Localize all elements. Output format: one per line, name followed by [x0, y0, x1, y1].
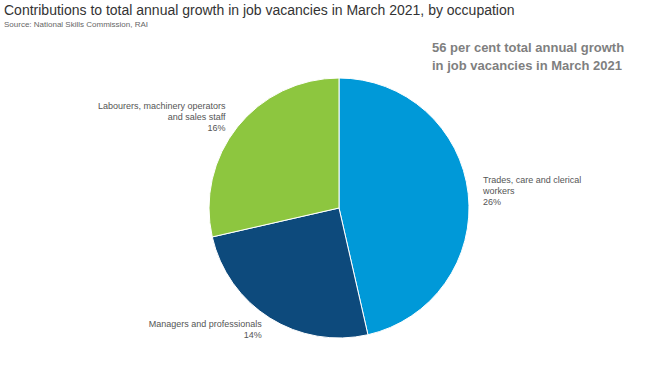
svg-text:Managers and professionals14%: Managers and professionals14%: [149, 320, 263, 341]
svg-text:56 per cent total annual growt: 56 per cent total annual growth: [432, 40, 624, 55]
html-text:Source: National Skills Commis: Source: National Skills Commission, RAI: [4, 20, 148, 29]
html-text:Contributions to total annual: Contributions to total annual growth in …: [4, 2, 515, 18]
svg-text:Labourers, machinery operators: Labourers, machinery operatorsand sales …: [98, 101, 226, 133]
svg-text:in job vacancies in March 2021: in job vacancies in March 2021: [432, 58, 622, 73]
svg-text:Trades, care and clericalworke: Trades, care and clericalworkers26%: [482, 175, 581, 207]
